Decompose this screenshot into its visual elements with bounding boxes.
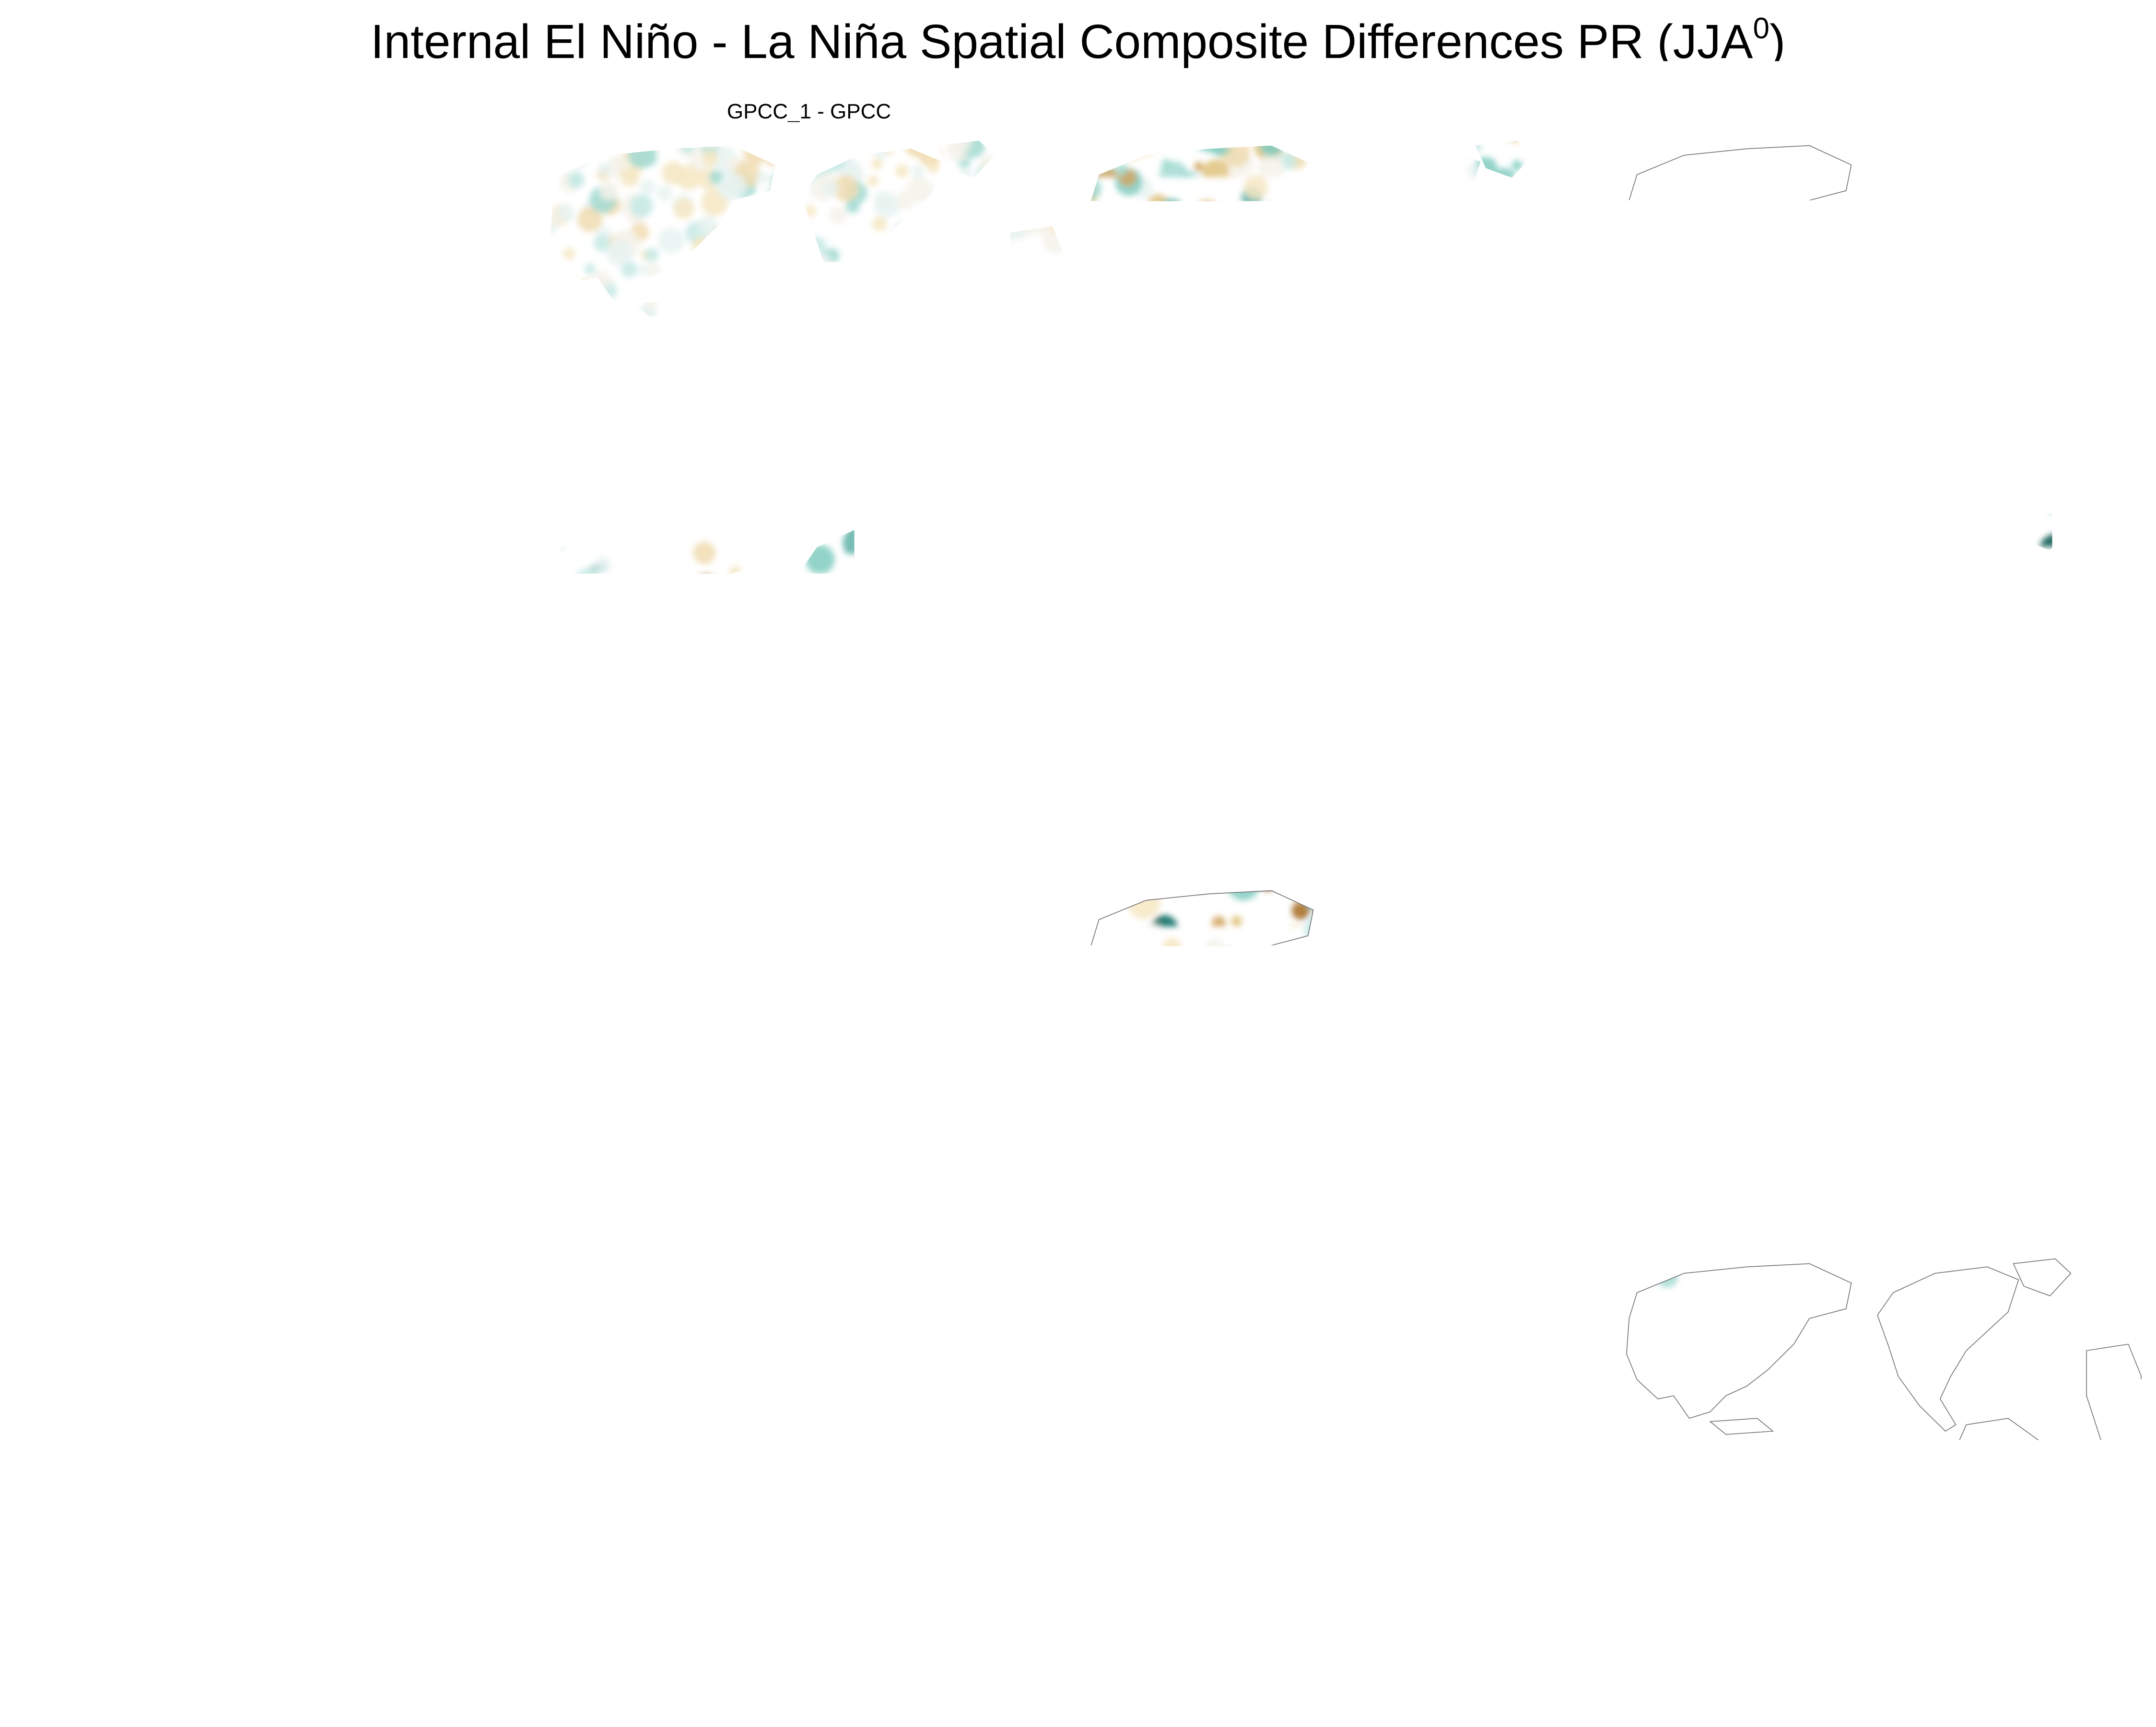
panel-title: MPI #5 - GPCC <box>1619 472 2151 496</box>
map-panel: CESM1-LENS 004 - GPCC <box>1081 1218 1613 1573</box>
panel-title: CESM2 r1i1p1f1 - GPCC <box>1619 845 2151 869</box>
panel-title: CESM2 r2i1p1f1 - GPCC <box>5 1218 537 1242</box>
map-panel: CESM1-LENS 003 - GPCC <box>543 1218 1075 1573</box>
colorbar-tick-label: 4 <box>1626 1636 1645 1671</box>
colorbar-swatch <box>870 1600 940 1632</box>
colorbar-swatch <box>801 1600 870 1632</box>
colorbar-tick-label: 3 <box>1557 1636 1575 1671</box>
colorbar-tick-label: 5 <box>1696 1636 1714 1671</box>
colorbar-tick-label: 2 <box>1487 1636 1506 1671</box>
colorbar-swatch <box>523 1600 592 1632</box>
map <box>543 128 1070 454</box>
colorbar-swatch <box>1427 1600 1496 1632</box>
colorbar-tick-label: -2 <box>647 1636 677 1671</box>
colorbar: -5 -4 -3 -2 -1 -.75 -.5 -.25 -.1 0 .1 .25 .5 .75 1 2 3 4 5 <box>383 1599 1773 1671</box>
map-panel: CESM2 r2i1p1f1 - GPCC <box>5 1218 537 1573</box>
panel-title: CESM2-hs370 r1i1p1f1 - GPCC <box>5 845 537 869</box>
map <box>5 500 532 826</box>
map-panel: MPI #2 - GPCC <box>5 472 537 827</box>
map-panel: GPCP - GPCC <box>1081 100 1613 455</box>
colorbar-swatch <box>1148 1600 1218 1632</box>
colorbar-swatch <box>731 1600 801 1632</box>
colorbar-tick-label: -1 <box>716 1636 746 1671</box>
colorbar-tick-label: .5 <box>1274 1636 1301 1671</box>
map <box>5 1246 532 1572</box>
colorbar-tick-label: -5 <box>438 1636 468 1671</box>
map <box>1619 1246 2146 1572</box>
panel-title: GPCC_1 - GPCC <box>543 100 1075 124</box>
colorbar-swatch <box>1009 1600 1079 1632</box>
panel-title: MPI #3 - GPCC <box>543 472 1075 496</box>
map-panel: MPI #5 - GPCC <box>1619 472 2151 827</box>
panel-title: CESM2-hs370 r2i1p1f1 - GPCC <box>543 845 1075 869</box>
map <box>543 1246 1070 1572</box>
panel-title: MPI #2 - GPCC <box>5 472 537 496</box>
map-panel: MPI #3 - GPCC <box>543 472 1075 827</box>
colorbar-tick-label: -4 <box>508 1636 538 1671</box>
map <box>1081 1246 1608 1572</box>
colorbar-tick-label: -3 <box>577 1636 607 1671</box>
panel-title: GPCP_1 - GPCC <box>1619 100 2151 124</box>
colorbar-tick-label: .75 <box>1334 1636 1380 1671</box>
panel-title: GPCP - GPCC <box>1081 100 1613 124</box>
map-panel: CESM2-hs370 r2i1p1f1 - GPCC <box>543 845 1075 1200</box>
map <box>5 873 532 1199</box>
map-panel: CESM1-LENS 005 - GPCC <box>1619 1218 2151 1573</box>
colorbar-tick-label: 1 <box>1418 1636 1436 1671</box>
colorbar-units: mm/day <box>0 1674 2156 1715</box>
chart-title: Internal El Niño - La Niña Spatial Compo… <box>0 14 2156 70</box>
map <box>1081 873 1608 1199</box>
panel-title: CESM1-LENS 005 - GPCC <box>1619 1218 2151 1242</box>
title-superscript: 0 <box>1753 12 1769 45</box>
map <box>1081 128 1608 454</box>
colorbar-tick-label: -.1 <box>990 1636 1029 1671</box>
map-panel: CESM2-hs370 r3i1p1f1 - GPCC <box>1081 845 1613 1200</box>
map-panel: MPI #4 - GPCC <box>1081 472 1613 827</box>
colorbar-swatch <box>1705 1600 1773 1632</box>
map-panel: CESM2-hs370 r1i1p1f1 - GPCC <box>5 845 537 1200</box>
map-panel: GPCP_1 - GPCC <box>1619 100 2151 455</box>
colorbar-swatch <box>662 1600 731 1632</box>
colorbar-tick-label: -.75 <box>772 1636 830 1671</box>
map <box>1619 128 2146 454</box>
panel-title: CESM1-LENS 004 - GPCC <box>1081 1218 1613 1242</box>
colorbar-swatch <box>453 1600 523 1632</box>
colorbar-swatch <box>1635 1600 1705 1632</box>
map <box>1619 500 2146 826</box>
colorbar-tick-label: 0 <box>1070 1636 1089 1671</box>
colorbar-tick-label: -.5 <box>851 1636 890 1671</box>
colorbar-swatch <box>940 1600 1009 1632</box>
credit-label: © CVDP-LE <box>2049 68 2137 87</box>
colorbar-swatch <box>1357 1600 1427 1632</box>
map-panel: GPCC_1 - GPCC <box>543 100 1075 455</box>
colorbar-swatch <box>384 1600 453 1632</box>
colorbar-swatch <box>1079 1600 1148 1632</box>
map-panel: CESM2 r1i1p1f1 - GPCC <box>1619 845 2151 1200</box>
map <box>543 873 1070 1199</box>
panel-title: CESM1-LENS 003 - GPCC <box>543 1218 1075 1242</box>
colorbar-tick-label: .1 <box>1135 1636 1162 1671</box>
map <box>1619 873 2146 1199</box>
colorbar-swatch <box>1566 1600 1635 1632</box>
colorbar-swatch <box>1496 1600 1566 1632</box>
colorbar-swatch <box>1288 1600 1357 1632</box>
colorbar-swatch <box>592 1600 662 1632</box>
map <box>543 500 1070 826</box>
panel-title: MPI #4 - GPCC <box>1081 472 1613 496</box>
colorbar-swatch <box>1218 1600 1288 1632</box>
panel-title: CESM2-hs370 r3i1p1f1 - GPCC <box>1081 845 1613 869</box>
colorbar-tick-label: -.25 <box>911 1636 969 1671</box>
map <box>1081 500 1608 826</box>
colorbar-tick-label: .25 <box>1195 1636 1241 1671</box>
